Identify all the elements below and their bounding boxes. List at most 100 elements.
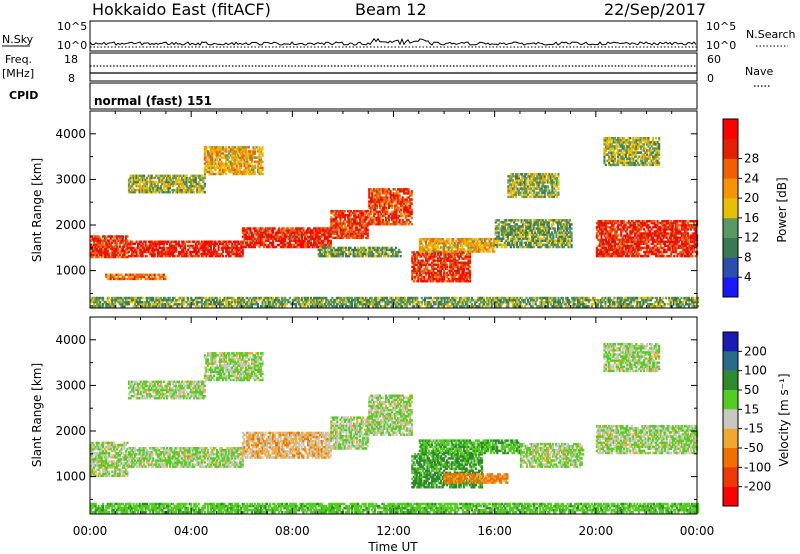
heatmap-cell <box>165 176 169 180</box>
heatmap-region <box>127 174 206 194</box>
heatmap-cell <box>238 162 241 165</box>
heatmap-cell <box>284 233 287 236</box>
heatmap-cell <box>313 243 316 247</box>
heatmap-cell <box>111 245 114 248</box>
heatmap-cell <box>537 191 540 194</box>
heatmap-cell <box>223 246 226 250</box>
heatmap-cell <box>222 246 225 250</box>
heatmap-cell <box>336 222 339 225</box>
noise-panel-frame <box>89 20 698 52</box>
heatmap-cell <box>398 190 401 193</box>
heatmap-cell <box>206 250 209 254</box>
heatmap-cell <box>175 246 178 250</box>
heatmap-cell <box>178 242 181 246</box>
heatmap-cell <box>556 243 560 247</box>
heatmap-cell <box>294 237 298 240</box>
heatmap-cell <box>316 229 319 232</box>
heatmap-cell <box>190 178 193 182</box>
heatmap-cell <box>100 245 103 248</box>
heatmap-cell <box>391 198 394 201</box>
heatmap-cell <box>173 254 176 258</box>
heatmap-cell <box>140 176 143 180</box>
heatmap-cell <box>374 223 377 226</box>
heatmap-cell <box>226 166 229 170</box>
heatmap-cell <box>194 174 197 178</box>
heatmap-cell <box>159 184 162 188</box>
heatmap-cell <box>353 216 356 219</box>
heatmap-cell <box>141 273 144 277</box>
heatmap-cell <box>374 210 377 214</box>
heatmap-cell <box>409 210 412 214</box>
heatmap-cell <box>211 164 214 168</box>
heatmap-cell <box>235 170 238 174</box>
heatmap-cell <box>205 244 208 248</box>
heatmap-cell <box>214 162 217 165</box>
heatmap-cell <box>400 210 403 214</box>
heatmap-cell <box>319 231 322 234</box>
heatmap-cell <box>211 254 214 258</box>
heatmap-cell <box>111 251 114 255</box>
heatmap-cell <box>235 254 238 258</box>
heatmap-cell <box>381 208 385 212</box>
heatmap-region <box>418 238 496 253</box>
heatmap-cell <box>384 188 388 191</box>
heatmap-cell <box>659 242 662 246</box>
heatmap-cell <box>179 244 182 248</box>
heatmap-cell <box>308 227 311 230</box>
heatmap-cell <box>333 236 336 240</box>
heatmap-cell <box>378 198 381 201</box>
heatmap-cell <box>241 156 244 159</box>
heatmap-cell <box>143 178 146 182</box>
heatmap-cell <box>175 248 178 252</box>
heatmap-cell <box>108 243 111 246</box>
heatmap-cell <box>398 218 401 222</box>
heatmap-cell <box>126 235 129 238</box>
heatmap-cell <box>220 164 223 168</box>
heatmap-cell <box>261 239 264 243</box>
heatmap-cell <box>423 275 426 279</box>
heatmap-cell <box>296 235 299 238</box>
heatmap-cell <box>253 243 257 247</box>
heatmap-cell <box>316 235 319 238</box>
heatmap-cell <box>206 160 209 163</box>
heatmap-cell <box>349 250 352 254</box>
heatmap-cell <box>394 214 397 218</box>
heatmap-cell <box>132 273 135 277</box>
heatmap-cell <box>232 244 235 248</box>
heatmap-cell <box>362 234 365 238</box>
heatmap-cell <box>360 224 363 227</box>
heatmap-cell <box>377 223 380 226</box>
heatmap-cell <box>182 180 185 184</box>
heatmap-cell <box>250 164 254 168</box>
heatmap-cell <box>296 237 299 240</box>
heatmap-cell <box>208 146 211 149</box>
heatmap-cell <box>238 170 241 174</box>
heatmap-cell <box>377 194 380 197</box>
heatmap-cell <box>287 237 290 240</box>
heatmap-cell <box>244 166 247 170</box>
heatmap-cell <box>200 178 203 182</box>
cpid-panel-frame <box>89 82 698 110</box>
heatmap-cell <box>228 248 231 252</box>
heatmap-cell <box>314 227 317 230</box>
heatmap-cell <box>150 182 153 186</box>
heatmap-cell <box>371 196 374 199</box>
heatmap-cell <box>258 245 261 249</box>
heatmap-region <box>317 246 402 258</box>
heatmap-cell <box>208 248 211 252</box>
heatmap-cell <box>384 254 387 258</box>
heatmap-cell <box>90 245 93 248</box>
heatmap-cell <box>246 166 249 170</box>
heatmap-cell <box>146 184 149 188</box>
heatmap-cell <box>181 189 184 192</box>
heatmap-cell <box>137 244 140 248</box>
heatmap-cell <box>205 254 208 258</box>
heatmap-cell <box>167 246 170 250</box>
heatmap-cell <box>368 194 371 197</box>
heatmap-cell <box>117 251 120 255</box>
heatmap-cell <box>222 164 225 168</box>
heatmap-cell <box>153 252 156 256</box>
heatmap-cell <box>375 196 378 199</box>
heatmap-cell <box>99 241 102 244</box>
heatmap-cell <box>359 232 362 235</box>
